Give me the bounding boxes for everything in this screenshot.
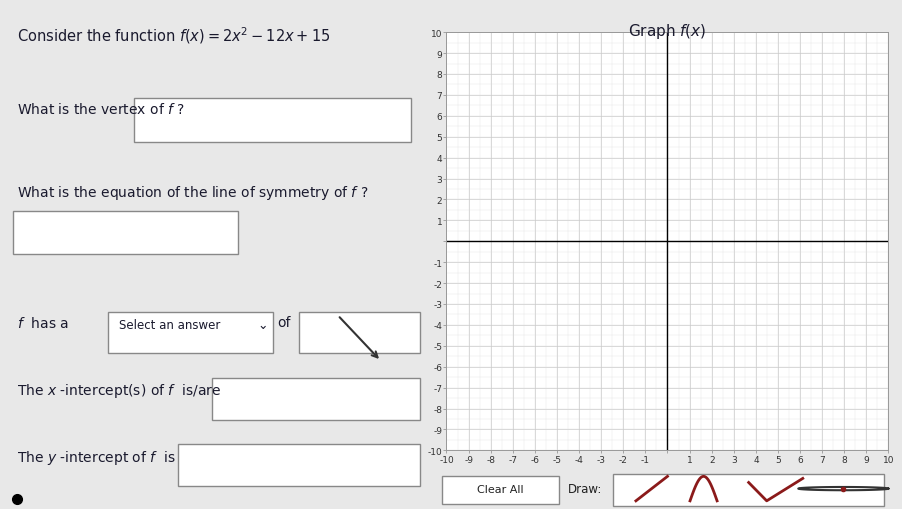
Text: What is the equation of the line of symmetry of $f$ ?: What is the equation of the line of symm…: [17, 183, 369, 201]
Text: Graph $f(x)$: Graph $f(x)$: [628, 22, 707, 41]
Text: of: of: [277, 316, 290, 329]
Text: Consider the function $f(x) = 2x^2 - 12x + 15$: Consider the function $f(x) = 2x^2 - 12x…: [17, 25, 331, 46]
FancyBboxPatch shape: [299, 312, 420, 354]
FancyBboxPatch shape: [178, 444, 420, 486]
Text: The $x$ -intercept(s) of $f$  is/are: The $x$ -intercept(s) of $f$ is/are: [17, 382, 222, 400]
Text: Select an answer: Select an answer: [119, 318, 220, 331]
Text: Clear All: Clear All: [477, 484, 524, 494]
FancyBboxPatch shape: [212, 378, 420, 420]
FancyBboxPatch shape: [108, 312, 272, 354]
FancyBboxPatch shape: [442, 475, 559, 504]
FancyBboxPatch shape: [613, 473, 884, 506]
Text: Draw:: Draw:: [568, 482, 603, 495]
Text: $f$  has a: $f$ has a: [17, 316, 69, 330]
Text: What is the vertex of $f$ ?: What is the vertex of $f$ ?: [17, 102, 185, 117]
FancyBboxPatch shape: [13, 211, 238, 254]
Text: ⌄: ⌄: [258, 318, 268, 331]
Text: The $y$ -intercept of $f$  is: The $y$ -intercept of $f$ is: [17, 448, 176, 466]
FancyBboxPatch shape: [134, 99, 411, 143]
